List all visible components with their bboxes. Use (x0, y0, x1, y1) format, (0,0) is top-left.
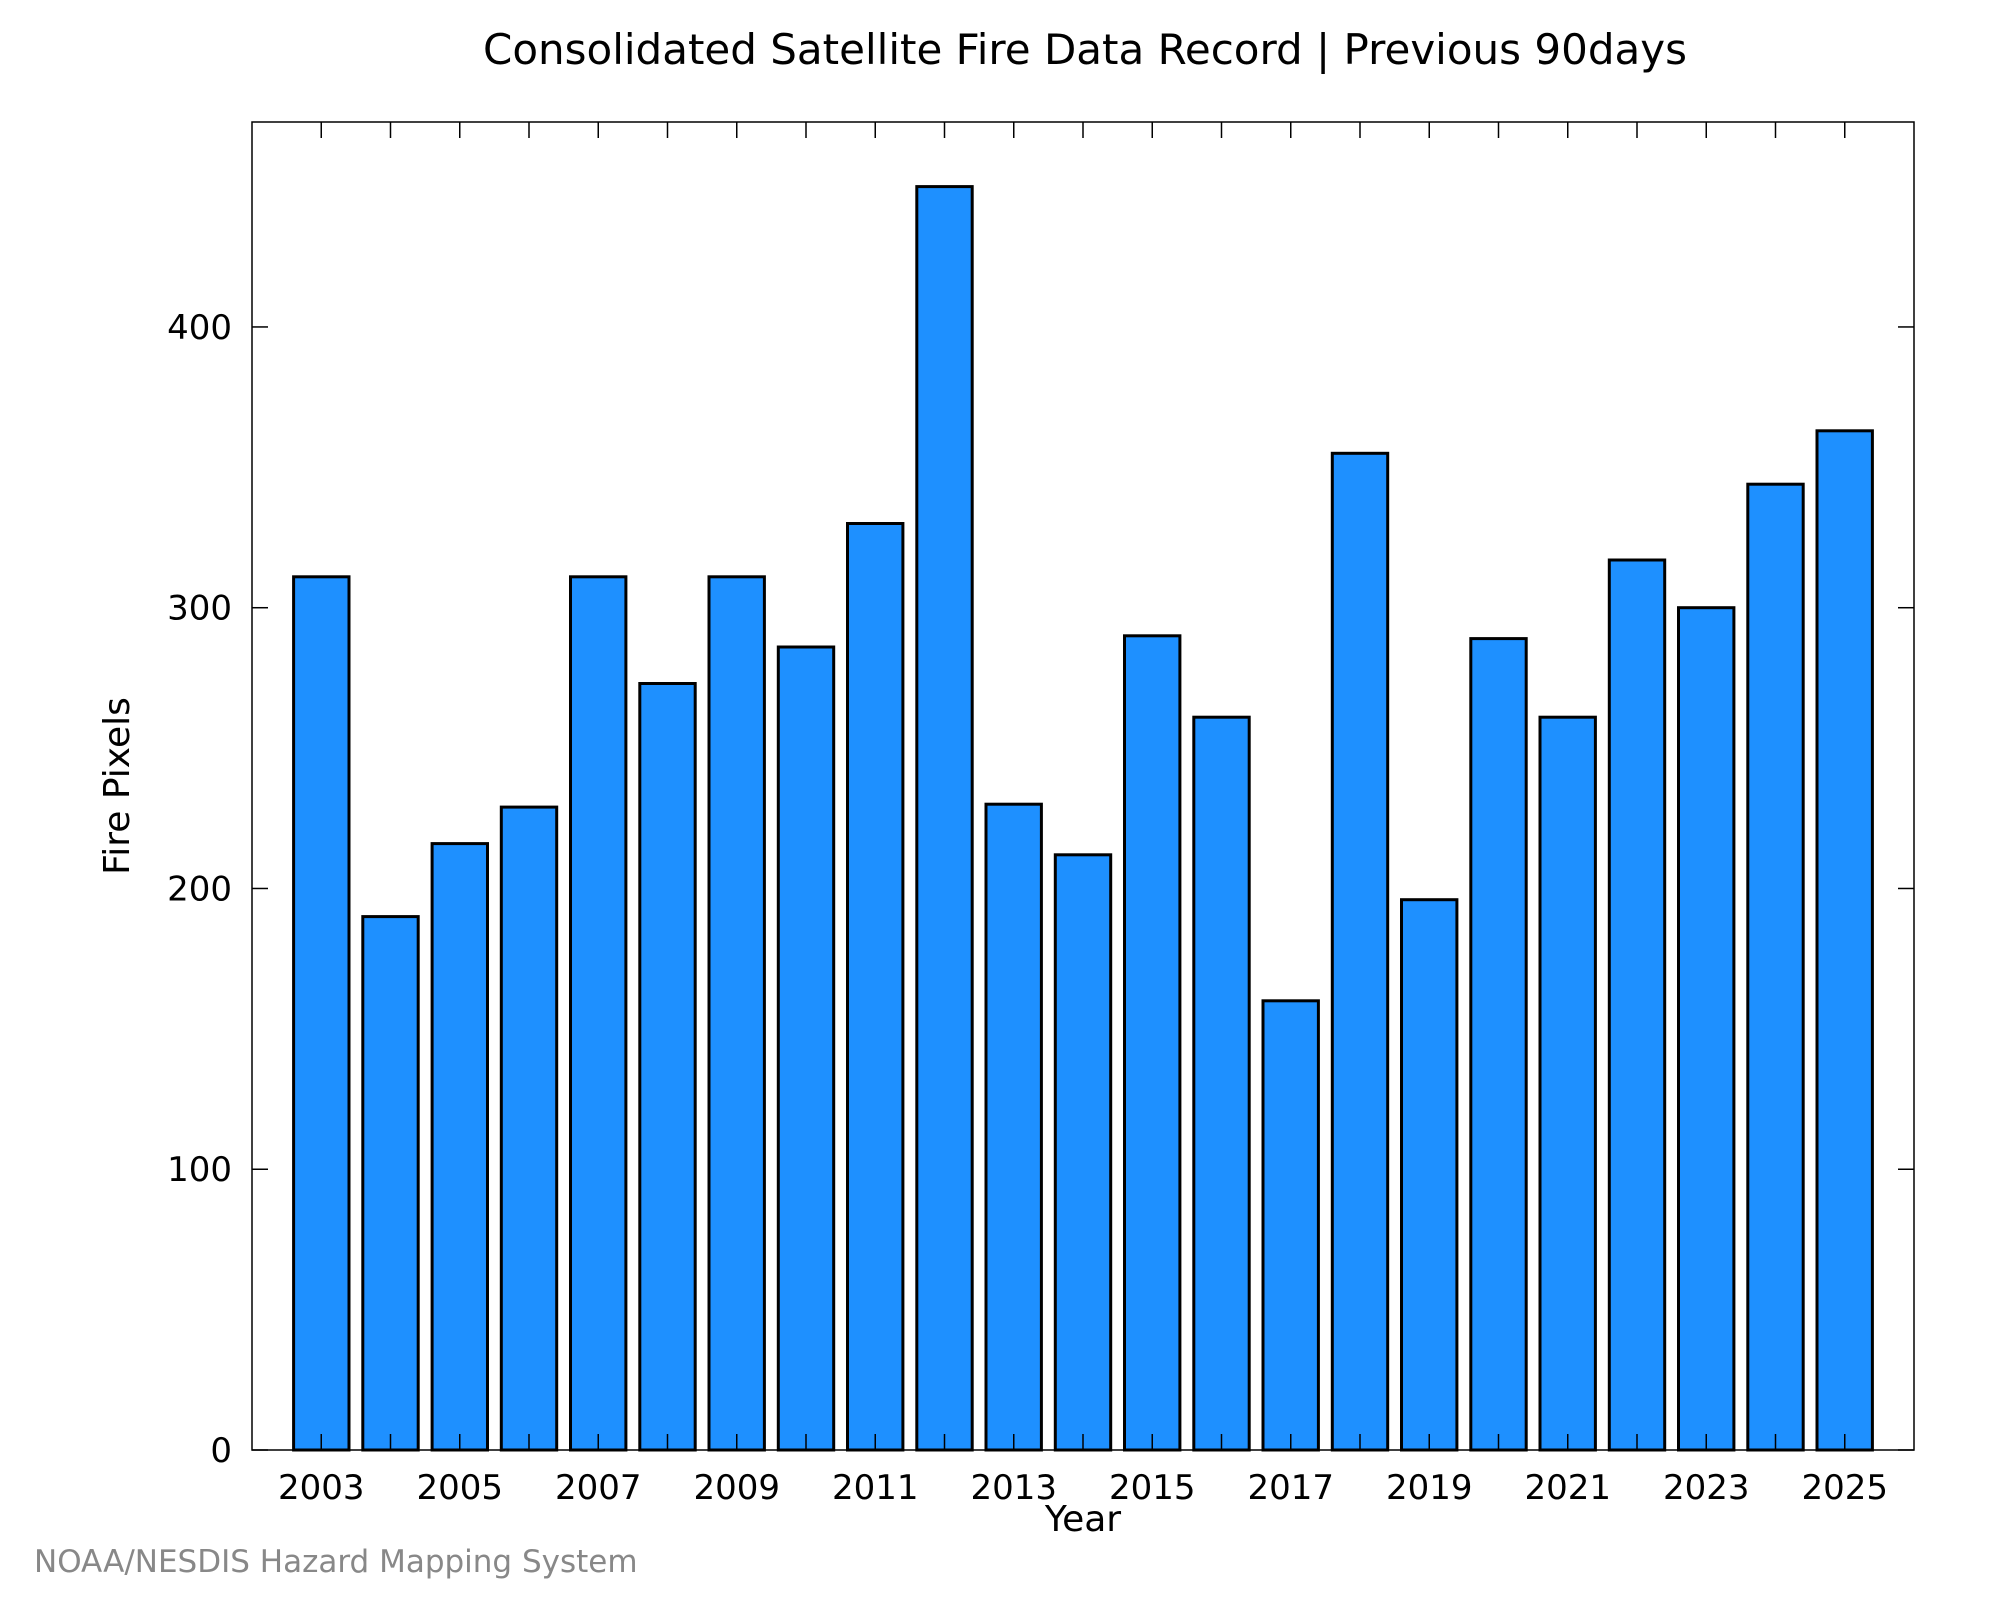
x-tick-label: 2023 (1663, 1468, 1750, 1508)
bar-2022 (1607, 558, 1667, 1452)
bar-2012 (915, 185, 974, 1452)
bar-2015 (1123, 634, 1182, 1452)
x-tick-label: 2009 (693, 1468, 780, 1508)
axis-ticks: 0 100 200 300 400 2003 2005 2007 2009 2011 2013 201… (167, 122, 1914, 1508)
bar-2006 (499, 805, 559, 1452)
bar-2005 (430, 842, 490, 1452)
bar-2024 (1746, 482, 1805, 1452)
bar-2014 (1053, 853, 1113, 1452)
bar-2013 (984, 802, 1043, 1452)
y-tick-label: 300 (167, 589, 232, 629)
x-tick-label: 2025 (1801, 1468, 1888, 1508)
x-tick-label: 2017 (1247, 1468, 1334, 1508)
bar-2007 (569, 575, 628, 1452)
y-tick-label: 100 (167, 1150, 232, 1190)
bar-2016 (1192, 715, 1251, 1452)
x-tick-label: 2011 (832, 1468, 919, 1508)
x-tick-label: 2005 (416, 1468, 503, 1508)
bars (292, 185, 1874, 1452)
bar-2021 (1538, 715, 1597, 1452)
x-tick-label: 2015 (1109, 1468, 1196, 1508)
y-tick-label: 400 (167, 308, 232, 348)
bar-2004 (361, 915, 420, 1452)
x-tick-label: 2007 (555, 1468, 642, 1508)
bar-2020 (1469, 637, 1528, 1452)
bar-2011 (846, 522, 905, 1452)
bar-2023 (1677, 606, 1736, 1452)
bar-2009 (707, 575, 766, 1452)
bar-2010 (776, 645, 836, 1452)
x-tick-label: 2019 (1386, 1468, 1473, 1508)
bar-2018 (1330, 451, 1390, 1452)
credit-text: NOAA/NESDIS Hazard Mapping System (34, 1544, 638, 1580)
y-tick-label: 0 (210, 1431, 232, 1471)
bar-2008 (638, 682, 697, 1452)
chart-title: Consolidated Satellite Fire Data Record … (483, 25, 1687, 74)
bar-2017 (1261, 999, 1320, 1452)
bar-2025 (1815, 429, 1874, 1452)
x-tick-label: 2003 (278, 1468, 365, 1508)
x-axis-label: Year (1044, 1499, 1121, 1540)
y-tick-label: 200 (167, 869, 232, 909)
y-axis-label: Fire Pixels (97, 697, 138, 875)
bar-2019 (1400, 898, 1459, 1452)
x-tick-label: 2021 (1524, 1468, 1611, 1508)
x-tick-label: 2013 (970, 1468, 1057, 1508)
bar-2003 (292, 575, 351, 1452)
